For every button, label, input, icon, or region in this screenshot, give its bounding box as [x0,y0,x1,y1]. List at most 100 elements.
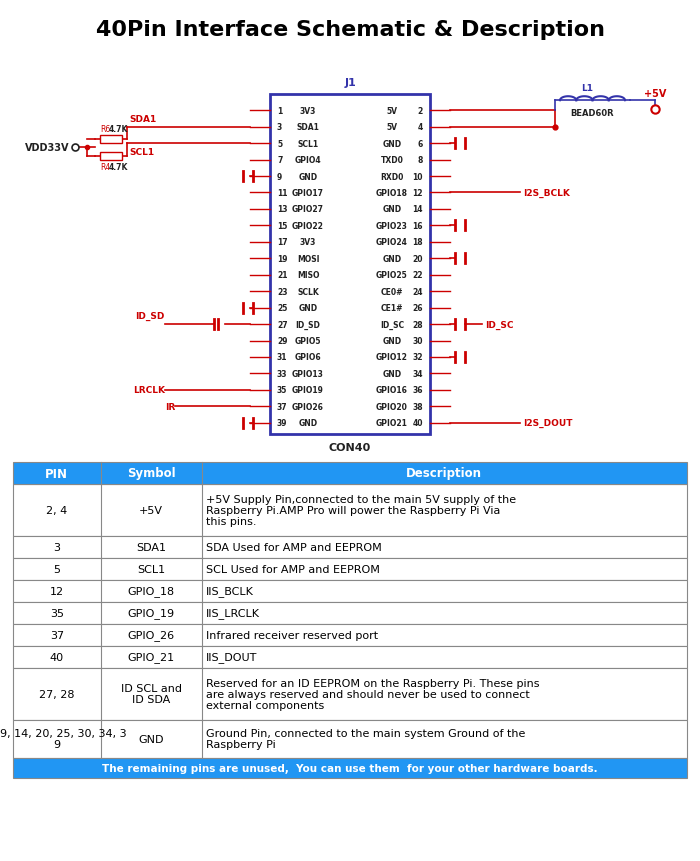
Text: 15: 15 [277,221,288,231]
Text: ID_SC: ID_SC [485,320,514,329]
Text: +5V: +5V [139,505,163,516]
Bar [100,152,122,161]
Text: GND: GND [382,205,402,214]
Text: 12: 12 [50,586,64,597]
Bar [100,136,122,144]
Text: 3V3: 3V3 [300,107,316,115]
Bar [13,462,687,485]
Bar [270,95,430,435]
Text: 25: 25 [277,304,288,313]
Text: GND: GND [298,418,318,428]
Text: GPIO25: GPIO25 [376,271,408,280]
Text: 29: 29 [277,337,288,345]
Text: 6, 9, 14, 20, 25, 30, 34, 3: 6, 9, 14, 20, 25, 30, 34, 3 [0,728,127,739]
Text: MOSI: MOSI [297,255,319,263]
Text: BEAD60R: BEAD60R [570,109,615,118]
Text: GPIO18: GPIO18 [376,189,408,198]
Text: SDA Used for AMP and EEPROM: SDA Used for AMP and EEPROM [206,542,382,553]
Text: IR: IR [164,402,175,412]
Text: GPIO24: GPIO24 [376,238,408,247]
Text: Reserved for an ID EEPROM on the Raspberry Pi. These pins: Reserved for an ID EEPROM on the Raspber… [206,678,539,688]
Text: GND: GND [139,734,164,744]
Text: Raspberry Pi: Raspberry Pi [206,740,276,750]
Text: SDA1: SDA1 [129,115,156,123]
Text: 37: 37 [277,402,288,412]
Bar [13,624,687,647]
Text: ID SCL and: ID SCL and [120,684,182,694]
Text: 40: 40 [50,653,64,662]
Text: ID SDA: ID SDA [132,695,170,704]
Bar [13,720,687,759]
Text: GPIO17: GPIO17 [292,189,324,198]
Text: 4.7K: 4.7K [109,126,128,134]
Text: SDA1: SDA1 [297,123,319,132]
Text: 27, 28: 27, 28 [39,689,75,699]
Text: Infrared receiver reserved port: Infrared receiver reserved port [206,630,378,641]
Text: GPIO13: GPIO13 [292,369,324,379]
Text: GPIO_18: GPIO_18 [127,585,175,597]
Text: 3: 3 [277,123,282,132]
Text: 6: 6 [418,139,423,148]
Text: 8: 8 [418,156,423,165]
Text: PIN: PIN [46,467,69,480]
Text: 3: 3 [53,542,60,553]
Text: CE0#: CE0# [381,288,403,296]
Text: R6: R6 [100,126,111,134]
Text: 17: 17 [277,238,288,247]
Text: GPIO22: GPIO22 [292,221,324,231]
Text: Symbol: Symbol [127,467,176,480]
Text: 30: 30 [412,337,423,345]
Text: GND: GND [382,255,402,263]
Text: 35: 35 [277,386,288,395]
Text: 40Pin Interface Schematic & Description: 40Pin Interface Schematic & Description [95,20,605,40]
Text: external components: external components [206,700,324,710]
Text: ID_SD: ID_SD [295,320,321,329]
Text: GPIO21: GPIO21 [376,418,408,428]
Text: 19: 19 [277,255,288,263]
Text: +5V Supply Pin,connected to the main 5V supply of the: +5V Supply Pin,connected to the main 5V … [206,494,516,505]
Text: SCL1: SCL1 [137,564,165,574]
Text: J1: J1 [344,77,356,88]
Text: IIS_DOUT: IIS_DOUT [206,652,257,663]
Text: 24: 24 [412,288,423,296]
Text: RXD0: RXD0 [380,172,404,182]
Bar [13,603,687,624]
Bar [13,536,687,558]
Text: ID_SD: ID_SD [136,312,165,320]
Text: 40: 40 [412,418,423,428]
Text: are always reserved and should never be used to connect: are always reserved and should never be … [206,689,529,699]
Text: LRCLK: LRCLK [133,386,165,395]
Bar [13,647,687,668]
Text: 9: 9 [277,172,282,182]
Text: GPIO12: GPIO12 [376,353,408,362]
Text: SDA1: SDA1 [136,542,166,553]
Text: GPIO16: GPIO16 [376,386,408,395]
Text: 23: 23 [277,288,288,296]
Text: I2S_BCLK: I2S_BCLK [523,189,570,198]
Text: 5V: 5V [386,107,398,115]
Text: CE1#: CE1# [381,304,403,313]
Text: +5V: +5V [644,89,666,99]
Text: I2S_DOUT: I2S_DOUT [523,418,573,428]
Text: R4: R4 [100,163,111,171]
Text: VDD33V: VDD33V [25,143,69,152]
Text: GPIO5: GPIO5 [295,337,321,345]
Text: GPIO6: GPIO6 [295,353,321,362]
Text: MISO: MISO [297,271,319,280]
Text: GPIO26: GPIO26 [292,402,324,412]
Text: 5: 5 [277,139,282,148]
Text: GPIO19: GPIO19 [292,386,324,395]
Text: GPIO27: GPIO27 [292,205,324,214]
Text: 16: 16 [412,221,423,231]
Bar [13,485,687,536]
Text: IIS_BCLK: IIS_BCLK [206,585,253,597]
Text: SCLK: SCLK [297,288,319,296]
Text: 4.7K: 4.7K [109,163,128,171]
Text: 26: 26 [412,304,423,313]
Text: The remaining pins are unused,  You can use them  for your other hardware boards: The remaining pins are unused, You can u… [102,763,598,773]
Text: 18: 18 [412,238,423,247]
Text: 39: 39 [277,418,288,428]
Text: 28: 28 [412,320,423,329]
Text: CON40: CON40 [329,443,371,453]
Text: 5V: 5V [386,123,398,132]
